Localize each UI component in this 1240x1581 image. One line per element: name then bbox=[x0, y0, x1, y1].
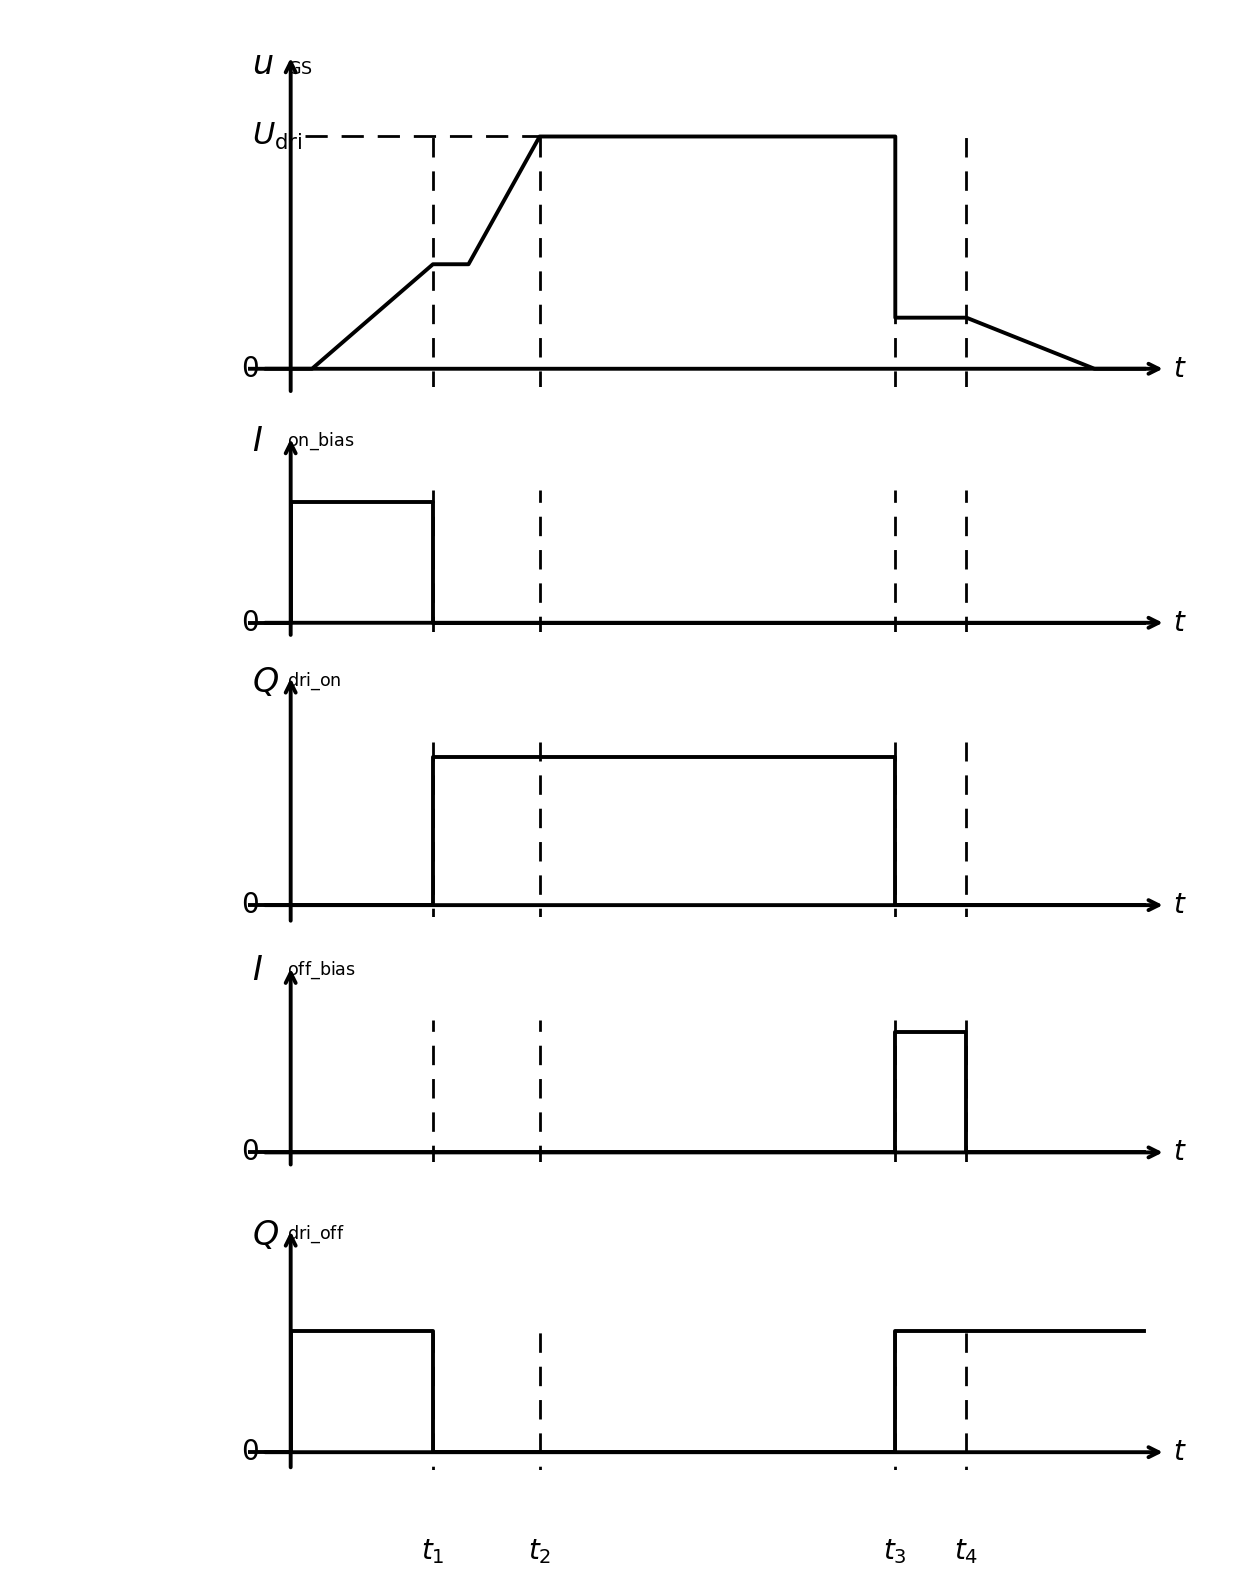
Text: $0$: $0$ bbox=[241, 892, 259, 919]
Text: $0$: $0$ bbox=[241, 1439, 259, 1466]
Text: $t_3$: $t_3$ bbox=[883, 1537, 908, 1565]
Text: $t_1$: $t_1$ bbox=[422, 1537, 445, 1565]
Text: $0$: $0$ bbox=[241, 354, 259, 383]
Text: $U_\mathrm{dri}$: $U_\mathrm{dri}$ bbox=[252, 122, 303, 152]
Text: $I$: $I$ bbox=[252, 955, 263, 988]
Text: $t$: $t$ bbox=[1173, 609, 1187, 637]
Text: $I$: $I$ bbox=[252, 425, 263, 458]
Text: $t$: $t$ bbox=[1173, 1138, 1187, 1167]
Text: $Q$: $Q$ bbox=[252, 1219, 279, 1252]
Text: $0$: $0$ bbox=[241, 1138, 259, 1167]
Text: $t$: $t$ bbox=[1173, 354, 1187, 383]
Text: $_\mathrm{dri\_off}$: $_\mathrm{dri\_off}$ bbox=[288, 1224, 345, 1247]
Text: $_\mathrm{dri\_on}$: $_\mathrm{dri\_on}$ bbox=[288, 670, 341, 694]
Text: $t_4$: $t_4$ bbox=[955, 1537, 978, 1565]
Text: $_\mathrm{off\_bias}$: $_\mathrm{off\_bias}$ bbox=[288, 960, 356, 983]
Text: $t_2$: $t_2$ bbox=[528, 1537, 552, 1565]
Text: $_\mathrm{on\_bias}$: $_\mathrm{on\_bias}$ bbox=[288, 430, 355, 454]
Text: $0$: $0$ bbox=[241, 609, 259, 637]
Text: $Q$: $Q$ bbox=[252, 666, 279, 699]
Text: $_\mathrm{GS}$: $_\mathrm{GS}$ bbox=[288, 52, 312, 76]
Text: $t$: $t$ bbox=[1173, 1439, 1187, 1466]
Text: $u$: $u$ bbox=[252, 49, 273, 81]
Text: $t$: $t$ bbox=[1173, 892, 1187, 919]
